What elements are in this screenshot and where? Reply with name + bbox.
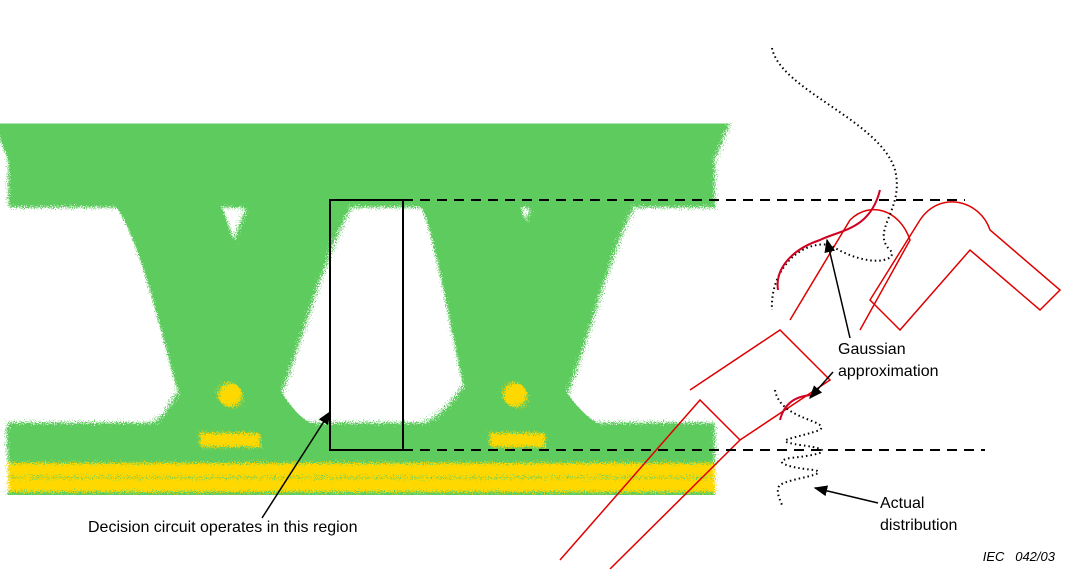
actual-label: Actual	[880, 495, 924, 512]
distributions	[772, 48, 897, 505]
figure: Decision circuit operates in this region…	[0, 0, 1071, 569]
decision-label: Decision circuit operates in this region	[88, 519, 357, 536]
gaussian-label: Gaussian	[838, 341, 906, 358]
eye-traces	[8, 141, 715, 485]
actual-label: distribution	[880, 517, 957, 534]
figure-id: IEC 042/03	[983, 549, 1056, 564]
eye-diagram	[8, 141, 715, 485]
gaussian-label: approximation	[838, 363, 939, 380]
decision-box	[330, 200, 403, 450]
